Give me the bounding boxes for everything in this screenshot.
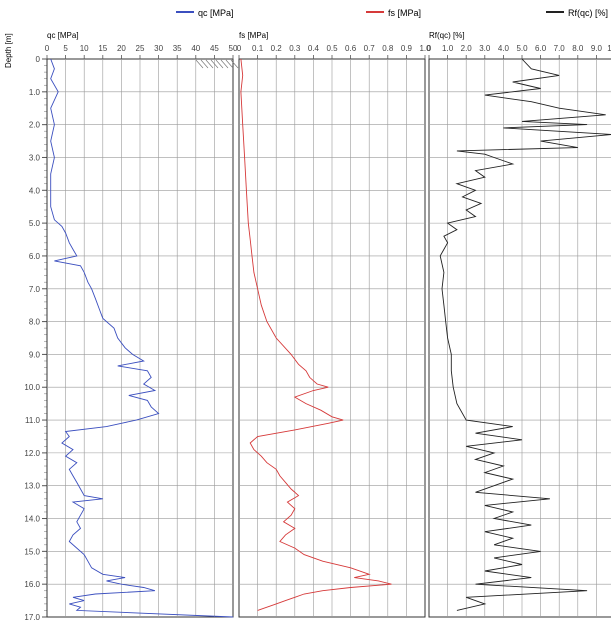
panel-title-rf: Rf(qc) [%] xyxy=(429,31,465,40)
hatch-mark xyxy=(195,59,204,69)
depth-tick-label: 13.0 xyxy=(24,482,40,491)
x-tick-label: 0 xyxy=(427,44,432,53)
hatch-mark xyxy=(215,59,224,69)
x-tick-label: 1.0 xyxy=(442,44,454,53)
x-tick-label: 10 xyxy=(80,44,89,53)
depth-tick-label: 15.0 xyxy=(24,547,40,556)
panel-title-fs: fs [MPa] xyxy=(239,31,268,40)
legend: qc [MPa] fs [MPa] Rf(qc) [%] xyxy=(176,8,608,18)
x-tick-label: 7.0 xyxy=(554,44,566,53)
hatch-mark xyxy=(230,59,239,69)
x-tick-label: 4.0 xyxy=(498,44,510,53)
depth-tick-label: 16.0 xyxy=(24,580,40,589)
x-tick-label: 2.0 xyxy=(461,44,473,53)
x-tick-label: 25 xyxy=(136,44,145,53)
depth-tick-label: 4.0 xyxy=(29,186,41,195)
x-tick-label: 5.0 xyxy=(516,44,528,53)
depth-tick-label: 1.0 xyxy=(29,88,41,97)
depth-tick-label: 2.0 xyxy=(29,121,41,130)
x-tick-label: 6.0 xyxy=(535,44,547,53)
x-tick-label: 20 xyxy=(117,44,126,53)
x-tick-label: 0.5 xyxy=(326,44,338,53)
series-line-rf xyxy=(439,58,611,611)
depth-tick-label: 9.0 xyxy=(29,350,41,359)
x-tick-label: 3.0 xyxy=(479,44,491,53)
hatch-mark xyxy=(205,59,214,69)
depth-ticks: 0 1.0 2.0 3.0 4.0 5.0 6.0 7.0 8.0 9.0 10.0 11.0 12.0… xyxy=(24,55,47,621)
depth-tick-label: 5.0 xyxy=(29,219,41,228)
x-tick-label: 0 xyxy=(237,44,242,53)
depth-axis-label: Depth [m] xyxy=(4,33,13,68)
hatch-mark xyxy=(210,59,219,69)
depth-tick-label: 14.0 xyxy=(24,515,40,524)
panel-title-qc: qc [MPa] xyxy=(47,31,79,40)
panel-qc: 0 5 10 15 20 25 30 35 40 45 50 xyxy=(45,44,239,618)
legend-label-rf: Rf(qc) [%] xyxy=(568,8,608,18)
x-tick-label: 5 xyxy=(63,44,68,53)
depth-tick-label: 6.0 xyxy=(29,252,41,261)
panel-fs: 0 0.1 0.2 0.3 0.4 0.5 0.6 0.7 0.8 0.9 1.0 xyxy=(237,44,431,618)
x-tick-label: 10.0 xyxy=(607,44,611,53)
x-tick-label: 9.0 xyxy=(591,44,603,53)
x-tick-label: 0.2 xyxy=(271,44,283,53)
x-tick-label: 0 xyxy=(45,44,50,53)
depth-tick-label: 11.0 xyxy=(25,416,41,425)
x-tick-label: 35 xyxy=(173,44,182,53)
depth-tick-label: 8.0 xyxy=(29,318,41,327)
legend-label-qc: qc [MPa] xyxy=(198,8,234,18)
hatch-mark xyxy=(220,59,229,69)
x-tick-label: 30 xyxy=(154,44,163,53)
depth-tick-label: 7.0 xyxy=(29,285,41,294)
x-tick-label: 1.0 xyxy=(419,44,431,53)
series-line-qc xyxy=(50,58,234,618)
x-tick-label: 0.7 xyxy=(364,44,376,53)
depth-tick-label: 0 xyxy=(36,55,41,64)
x-tick-label: 0.6 xyxy=(345,44,357,53)
x-tick-label: 0.4 xyxy=(308,44,320,53)
x-tick-label: 0.3 xyxy=(289,44,301,53)
panel-rf: 0 1.0 2.0 3.0 4.0 5.0 6.0 7.0 8.0 9.0 10.0 xyxy=(427,44,611,618)
series-line-fs xyxy=(240,58,392,611)
depth-tick-label: 10.0 xyxy=(24,383,40,392)
x-tick-label: 0.9 xyxy=(401,44,413,53)
x-tick-label: 0.1 xyxy=(252,44,264,53)
x-tick-label: 15 xyxy=(98,44,107,53)
x-tick-label: 0.8 xyxy=(382,44,394,53)
depth-tick-label: 12.0 xyxy=(24,449,40,458)
hatch-mark xyxy=(225,59,234,69)
x-tick-label: 40 xyxy=(191,44,200,53)
depth-tick-label: 17.0 xyxy=(24,613,40,621)
legend-label-fs: fs [MPa] xyxy=(388,8,421,18)
x-tick-label: 45 xyxy=(210,44,219,53)
panel-frame xyxy=(428,58,611,618)
hatch-mark xyxy=(200,59,209,69)
x-tick-label: 50 xyxy=(229,44,238,53)
depth-tick-label: 3.0 xyxy=(29,153,41,162)
x-tick-label: 8.0 xyxy=(572,44,584,53)
